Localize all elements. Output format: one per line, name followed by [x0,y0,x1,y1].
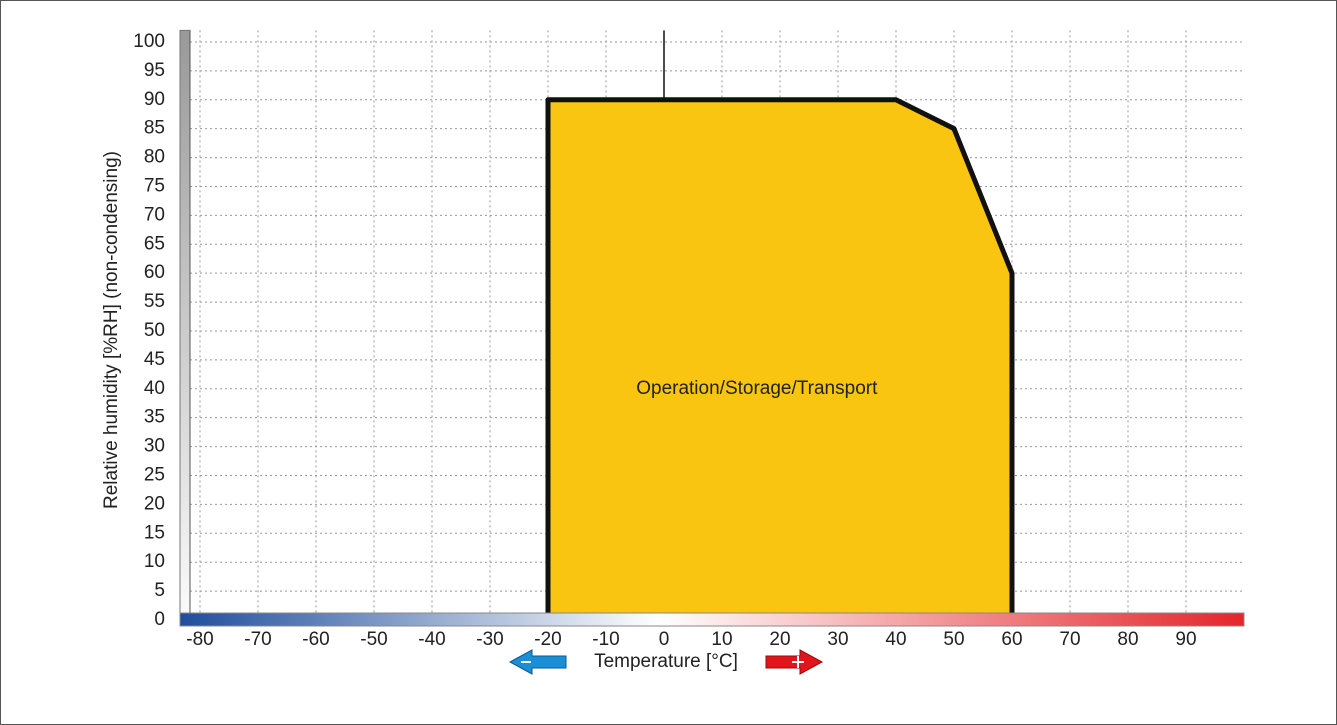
y-tick-label: 100 [133,31,165,52]
x-tick-label: -20 [534,629,561,650]
x-tick-label: -80 [186,629,213,650]
area [545,97,1015,623]
y-tick-label: 95 [144,60,165,81]
y-tick-label: 15 [144,522,165,543]
x-tick-label: 20 [769,629,790,650]
annotation: Operation/Storage/Transport [636,378,878,399]
x-tick-label: 0 [659,629,670,650]
x-tick-label: 70 [1059,629,1080,650]
x-tick-label: -10 [592,629,619,650]
y-tick-label: 70 [144,204,165,225]
minus-arrow [508,649,567,675]
y-tick-label: 40 [144,378,165,399]
y-axis-label: Relative humidity [%RH] (non-condensing) [101,151,122,509]
temperature-bar [179,612,1245,627]
y-tick-label: 90 [144,89,165,110]
y-tick-label: 75 [144,175,165,196]
x-tick-label: 50 [943,629,964,650]
x-tick-label: -30 [476,629,503,650]
y-tick-label: 45 [144,349,165,370]
x-tick-label: 60 [1001,629,1022,650]
x-tick-label: 90 [1175,629,1196,650]
x-tick-label: 40 [885,629,906,650]
x-tick-label: -40 [418,629,445,650]
x-tick-label: 10 [711,629,732,650]
y-tick-label: 30 [144,436,165,457]
y-tick-label: 35 [144,407,165,428]
axes: 0 5 10 15 20 25 30 35 40 45 50 55 60 65 70 75 80 85 90 95 10… [133,29,1245,650]
y-tick-label: 85 [144,118,165,139]
y-tick-label: 10 [144,551,165,572]
x-tick-label: -60 [302,629,329,650]
y-tick-label: 65 [144,233,165,254]
x-tick-label: 30 [827,629,848,650]
y-tick-label: 0 [154,609,165,630]
plus-arrow [765,649,824,675]
x-tick-label: -70 [244,629,271,650]
y-tick-label: 55 [144,291,165,312]
x-tick-label: 80 [1117,629,1138,650]
y-tick-label: 50 [144,320,165,341]
y-tick-label: 60 [144,262,165,283]
humidity-bar [179,29,191,614]
x-axis-label: Temperature [°C] [594,651,738,672]
y-tick-label: 25 [144,465,165,486]
x-tick-label: -50 [360,629,387,650]
y-tick-label: 20 [144,493,165,514]
y-tick-label: 80 [144,147,165,168]
y-tick-label: 5 [154,580,165,601]
